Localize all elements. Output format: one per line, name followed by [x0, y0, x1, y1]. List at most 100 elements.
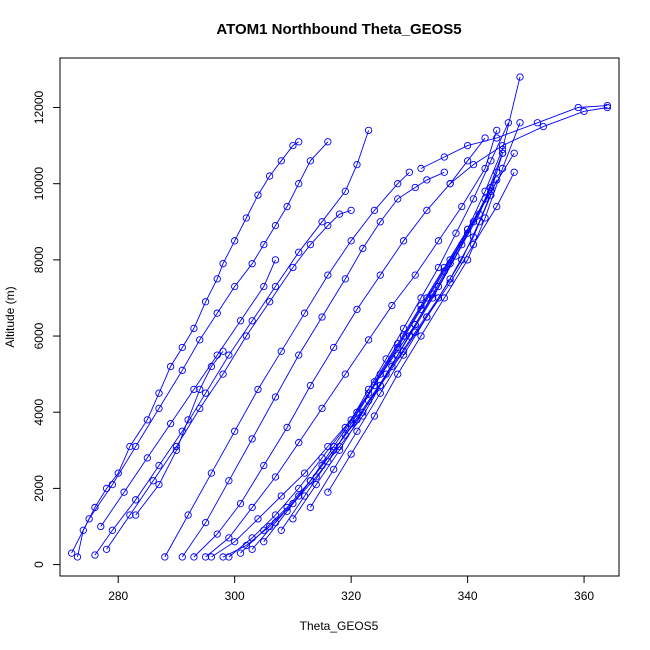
data-point [260, 282, 268, 291]
data-point [469, 240, 478, 249]
data-point [353, 305, 361, 314]
data-point [190, 553, 198, 561]
data-point [184, 511, 192, 519]
x-tick-label: 280 [108, 589, 128, 603]
data-point [143, 416, 151, 424]
data-point [429, 294, 437, 302]
data-point [318, 218, 326, 226]
x-tick-label: 320 [341, 589, 361, 603]
data-point [225, 534, 233, 542]
data-point [201, 389, 210, 397]
data-point [265, 172, 274, 180]
data-point [295, 351, 303, 359]
data-point [155, 461, 163, 470]
y-tick-label: 12000 [32, 91, 46, 125]
data-point [295, 439, 303, 447]
data-point [277, 526, 285, 534]
data-point [231, 237, 239, 245]
data-point [271, 393, 280, 401]
data-point [324, 271, 332, 279]
series-line [135, 351, 224, 516]
data-point [394, 195, 402, 203]
data-point [114, 469, 122, 477]
data-point [166, 362, 175, 371]
data-point [213, 275, 221, 283]
data-point [440, 263, 448, 272]
data-point [260, 461, 268, 470]
data-point [97, 522, 105, 531]
data-point [580, 107, 588, 115]
data-point [469, 160, 478, 169]
series [289, 168, 501, 523]
data-point [359, 408, 367, 416]
data-point [423, 313, 431, 321]
data-point [196, 385, 204, 394]
data-point [242, 214, 250, 222]
data-point [498, 145, 507, 154]
data-point [469, 195, 478, 203]
data-point [498, 141, 507, 150]
data-point [364, 389, 373, 397]
data-point [172, 446, 181, 454]
data-point [196, 404, 204, 413]
series [370, 149, 518, 386]
series [190, 134, 489, 561]
data-point [388, 362, 396, 371]
series [201, 126, 501, 561]
data-point [306, 240, 315, 249]
data-point [254, 385, 262, 394]
data-point [289, 141, 297, 150]
data-point [364, 336, 373, 344]
y-tick-label: 2000 [32, 475, 46, 502]
data-point [370, 381, 379, 390]
series-line [374, 152, 515, 383]
data-point [370, 206, 379, 215]
data-point [440, 153, 448, 161]
x-axis-label: Theta_GEOS5 [300, 619, 379, 633]
data-point [318, 313, 326, 321]
data-point [85, 515, 93, 523]
data-point [574, 103, 582, 112]
x-tick-label: 360 [574, 589, 594, 603]
data-point [155, 389, 163, 397]
data-point [423, 294, 431, 302]
data-point [481, 214, 489, 222]
data-point [440, 294, 448, 302]
data-point [335, 446, 344, 454]
data-point [102, 545, 111, 553]
data-point [516, 119, 524, 127]
series [67, 138, 332, 557]
data-point [463, 157, 472, 165]
data-point [370, 412, 379, 420]
data-point [132, 442, 140, 451]
series-line [263, 187, 492, 542]
series-line [420, 105, 608, 169]
data-point [149, 477, 157, 485]
data-point [120, 488, 128, 496]
data-point [231, 282, 239, 291]
data-point [417, 164, 425, 173]
data-point [370, 378, 379, 386]
y-axis: 0 2000 4000 6000 8000 10000 12000 [32, 91, 61, 568]
data-point [254, 515, 262, 523]
series [178, 168, 448, 561]
data-point [260, 538, 268, 546]
series [446, 103, 612, 188]
series-line [106, 209, 352, 550]
data-point [225, 351, 233, 359]
data-point [248, 545, 256, 553]
data-point [306, 503, 315, 512]
series [306, 191, 495, 512]
data-point [388, 301, 396, 310]
data-point [341, 275, 349, 283]
data-point [73, 553, 82, 561]
series [260, 183, 495, 546]
data-point [347, 450, 355, 458]
data-point [353, 160, 361, 169]
data-point [347, 419, 355, 428]
data-point [196, 336, 204, 344]
data-point [126, 511, 134, 519]
data-point [458, 202, 466, 211]
data-point [434, 294, 443, 302]
